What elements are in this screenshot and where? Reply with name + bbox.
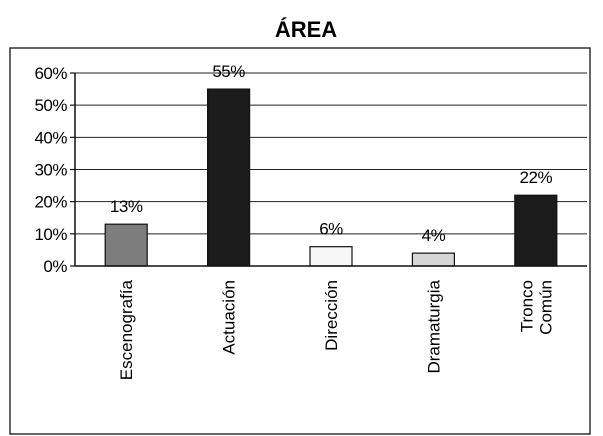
data-label: 13%: [110, 197, 143, 216]
data-label: 55%: [212, 62, 245, 81]
chart-title: ÁREA: [275, 17, 337, 42]
y-axis-ticks: 0% 10% 20% 30% 40% 50% 60%: [34, 64, 76, 276]
y-tick-label: 0%: [43, 257, 67, 276]
bar: [104, 223, 148, 267]
data-label: 4%: [422, 226, 446, 245]
bar: [207, 88, 251, 267]
bar: [411, 252, 455, 267]
data-label: 22%: [520, 168, 553, 187]
y-tick-label: 40%: [34, 128, 67, 147]
bars: [104, 88, 558, 267]
data-label: 6%: [319, 220, 343, 239]
y-tick-label: 20%: [34, 193, 67, 212]
category-labels: Escenografía Actuación Dirección Dramaturgi…: [117, 279, 555, 380]
y-tick-label: 30%: [34, 161, 67, 180]
y-tick-label: 60%: [34, 64, 67, 83]
category-label: Dirección: [322, 280, 341, 351]
y-tick-label: 10%: [34, 225, 67, 244]
category-label: Actuación: [220, 280, 239, 355]
bar: [514, 194, 558, 267]
chart-frame: [9, 47, 591, 435]
grid-lines: [75, 72, 587, 235]
category-label: Dramaturgia: [424, 279, 443, 373]
data-labels: 13% 55% 6% 4% 22%: [110, 62, 553, 245]
category-label: Tronco: [517, 280, 536, 332]
bar: [309, 246, 353, 267]
category-label: Común: [536, 280, 555, 335]
category-label: Escenografía: [117, 279, 136, 380]
y-tick-label: 50%: [34, 96, 67, 115]
